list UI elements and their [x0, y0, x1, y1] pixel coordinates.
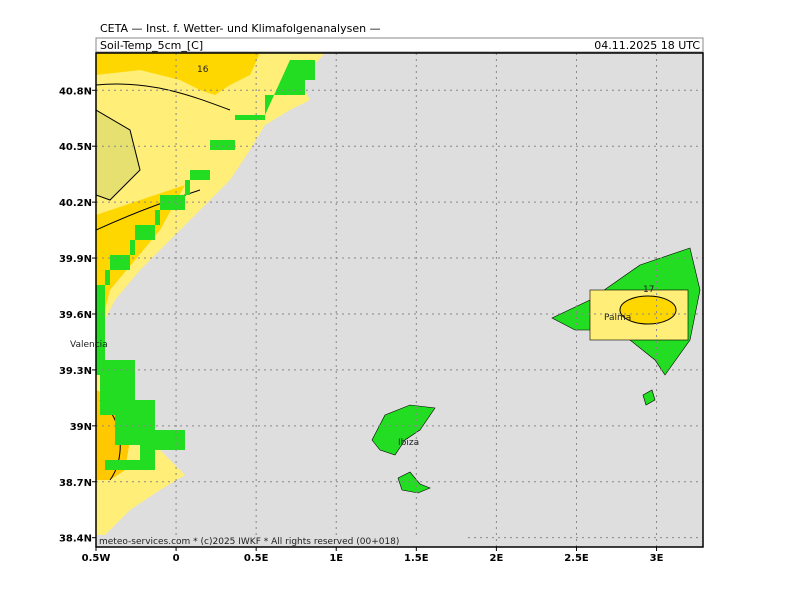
y-tick-label: 39.9N [59, 254, 92, 265]
place-label: Ibiza [398, 438, 419, 448]
x-tick-label: 0.5E [244, 553, 269, 564]
x-tick-label: 1E [329, 553, 343, 564]
island-ibiza [371, 404, 436, 456]
contour-label: 16 [197, 65, 209, 75]
y-tick-label: 40.8N [59, 86, 92, 97]
land-yellow [96, 53, 325, 547]
y-tick-label: 40.5N [59, 142, 92, 153]
x-tick-label: 3E [650, 553, 664, 564]
header-bar [95, 37, 704, 53]
y-tick-label: 39N [70, 422, 92, 433]
y-tick-label: 40.2N [59, 198, 92, 209]
header-title: CETA — Inst. f. Wetter- und Klimafolgena… [100, 22, 381, 35]
y-tick-label: 39.3N [59, 366, 92, 377]
footer-bg [96, 535, 466, 547]
map-area: 16 17 Palma Ibiza meteo-services.com * (… [96, 53, 703, 547]
cool-zone [96, 109, 141, 201]
y-tick-label: 38.4N [59, 534, 92, 545]
x-tick-label: 0 [173, 553, 180, 564]
valid-time: 04.11.2025 18 UTC [594, 39, 700, 52]
place-label: Valencia [70, 340, 108, 350]
product-label: Soil-Temp_5cm_[C] [100, 39, 203, 52]
y-tick-label: 38.7N [59, 478, 92, 489]
contour [619, 295, 677, 325]
warm-zone [96, 53, 260, 95]
y-tick-label: 39.6N [59, 310, 92, 321]
place-label: Palma [604, 313, 631, 323]
x-tick-label: 0.5W [82, 553, 111, 564]
footer: meteo-services.com * (c)2025 IWKF * All … [99, 537, 399, 547]
x-tick-label: 2E [489, 553, 503, 564]
contour-label: 17 [643, 285, 654, 295]
axes: 0.5W 0 0.5E 1E 1.5E 2E 2.5E 3E 40.8N 40.5N 40.2N 39… [59, 86, 664, 564]
island-formentera [397, 471, 431, 494]
x-tick-label: 2.5E [564, 553, 589, 564]
warm-zone [96, 185, 185, 330]
x-tick-label: 1.5E [404, 553, 429, 564]
coast-land [96, 60, 315, 470]
island-cabrera [642, 389, 656, 406]
grid [96, 53, 703, 547]
frame [95, 52, 704, 548]
